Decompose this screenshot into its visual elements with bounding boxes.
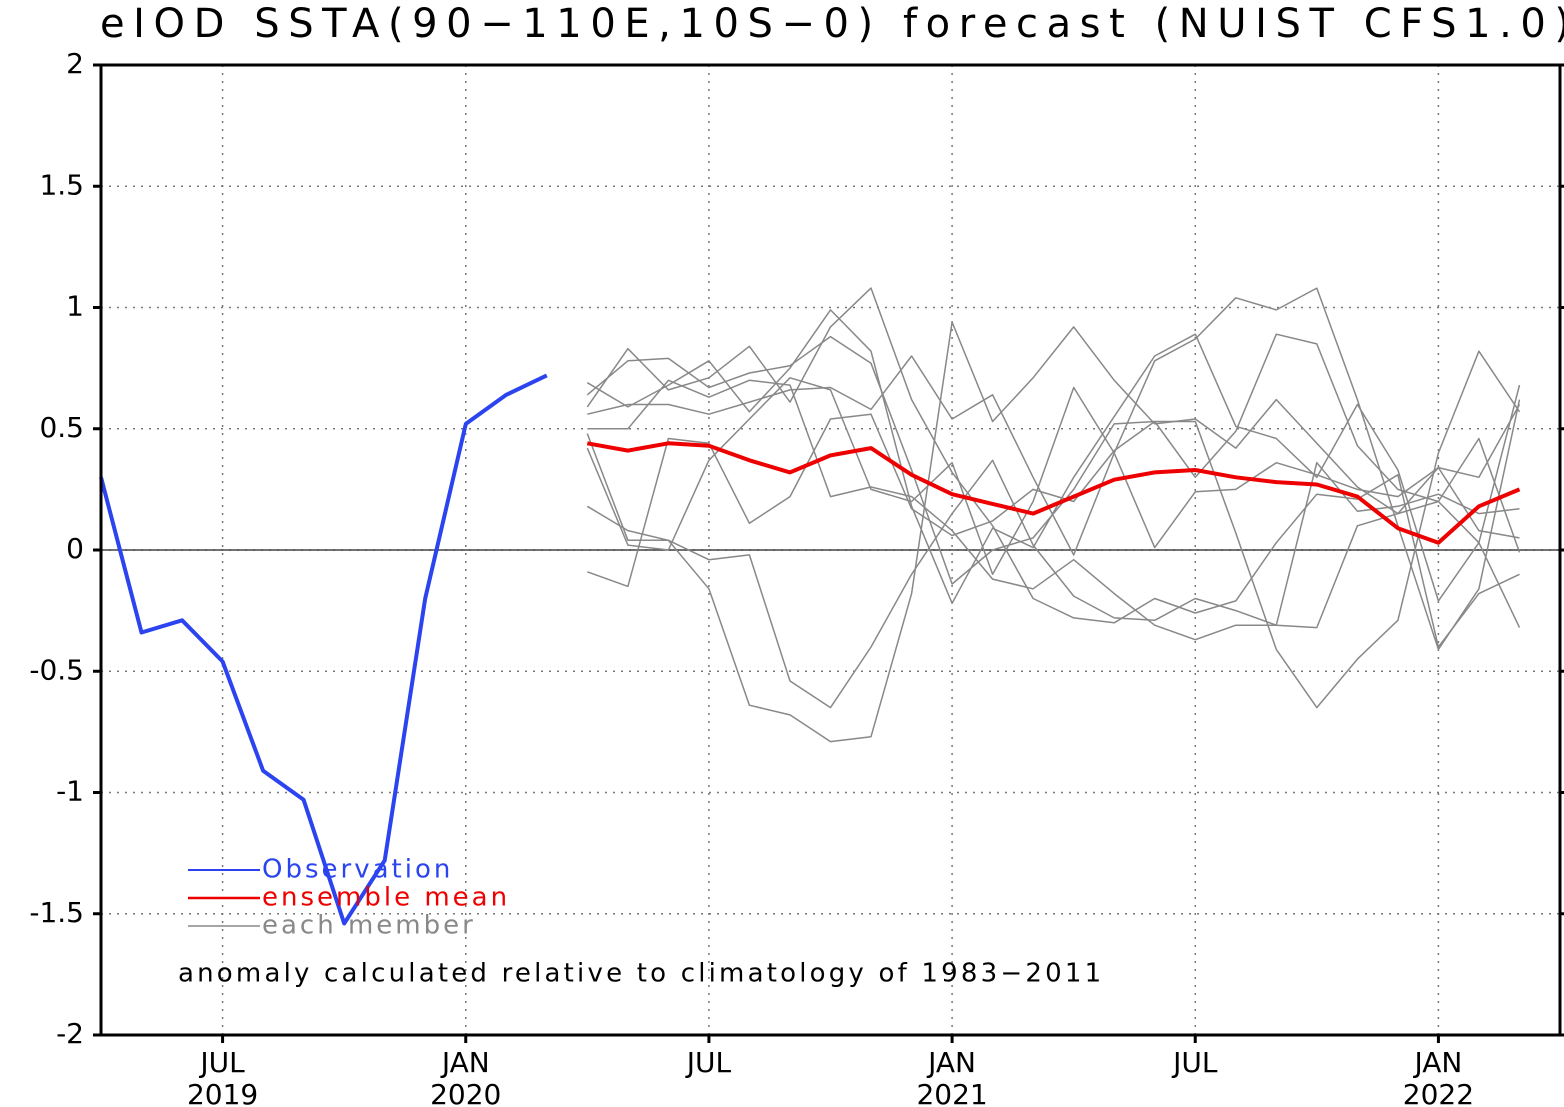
member-line [586,287,1520,648]
plot-frame [99,63,1562,1037]
series-line [586,441,1521,545]
y-tick-label: 1.5 [39,168,84,201]
member-line [587,350,1521,709]
member-line [586,309,1521,605]
y-tick-label: -0.5 [29,653,84,686]
y-tick-label: -1.5 [29,896,84,929]
y-tick-label: -2 [56,1017,84,1050]
legend-label: Observation [262,855,453,885]
chart-title: eIOD SSTA(90−110E,10S−0) forecast (NUIST… [100,1,1564,47]
series-line [99,373,548,926]
x-tick-label: 2020 [430,1078,501,1107]
member-line [586,333,1521,585]
x-tick-label: JUL [1171,1046,1218,1079]
y-tick-label: 0 [66,532,84,565]
y-tick-label: 1 [66,290,84,323]
member-line [587,287,1521,651]
member-line [586,321,1521,743]
x-tick-label: 2021 [916,1078,987,1107]
x-tick-label: JAN [440,1046,490,1079]
note: anomaly calculated relative to climatolo… [178,959,1104,989]
member-line [586,433,1521,709]
legend-label: each member [262,911,476,941]
x-tick-label: 2019 [187,1078,258,1107]
member-line [586,377,1520,576]
x-tick-label: JAN [926,1046,976,1079]
y-tick-label: 0.5 [39,411,84,444]
x-tick-label: JUL [198,1046,245,1079]
legend-label: ensemble mean [262,883,510,913]
x-tick-label: 2022 [1403,1078,1474,1107]
member-line [587,379,1520,641]
y-tick-label: -1 [56,775,84,808]
x-tick-label: JUL [685,1046,732,1079]
y-tick-label: 2 [66,47,84,80]
x-tick-label: JAN [1412,1046,1462,1079]
